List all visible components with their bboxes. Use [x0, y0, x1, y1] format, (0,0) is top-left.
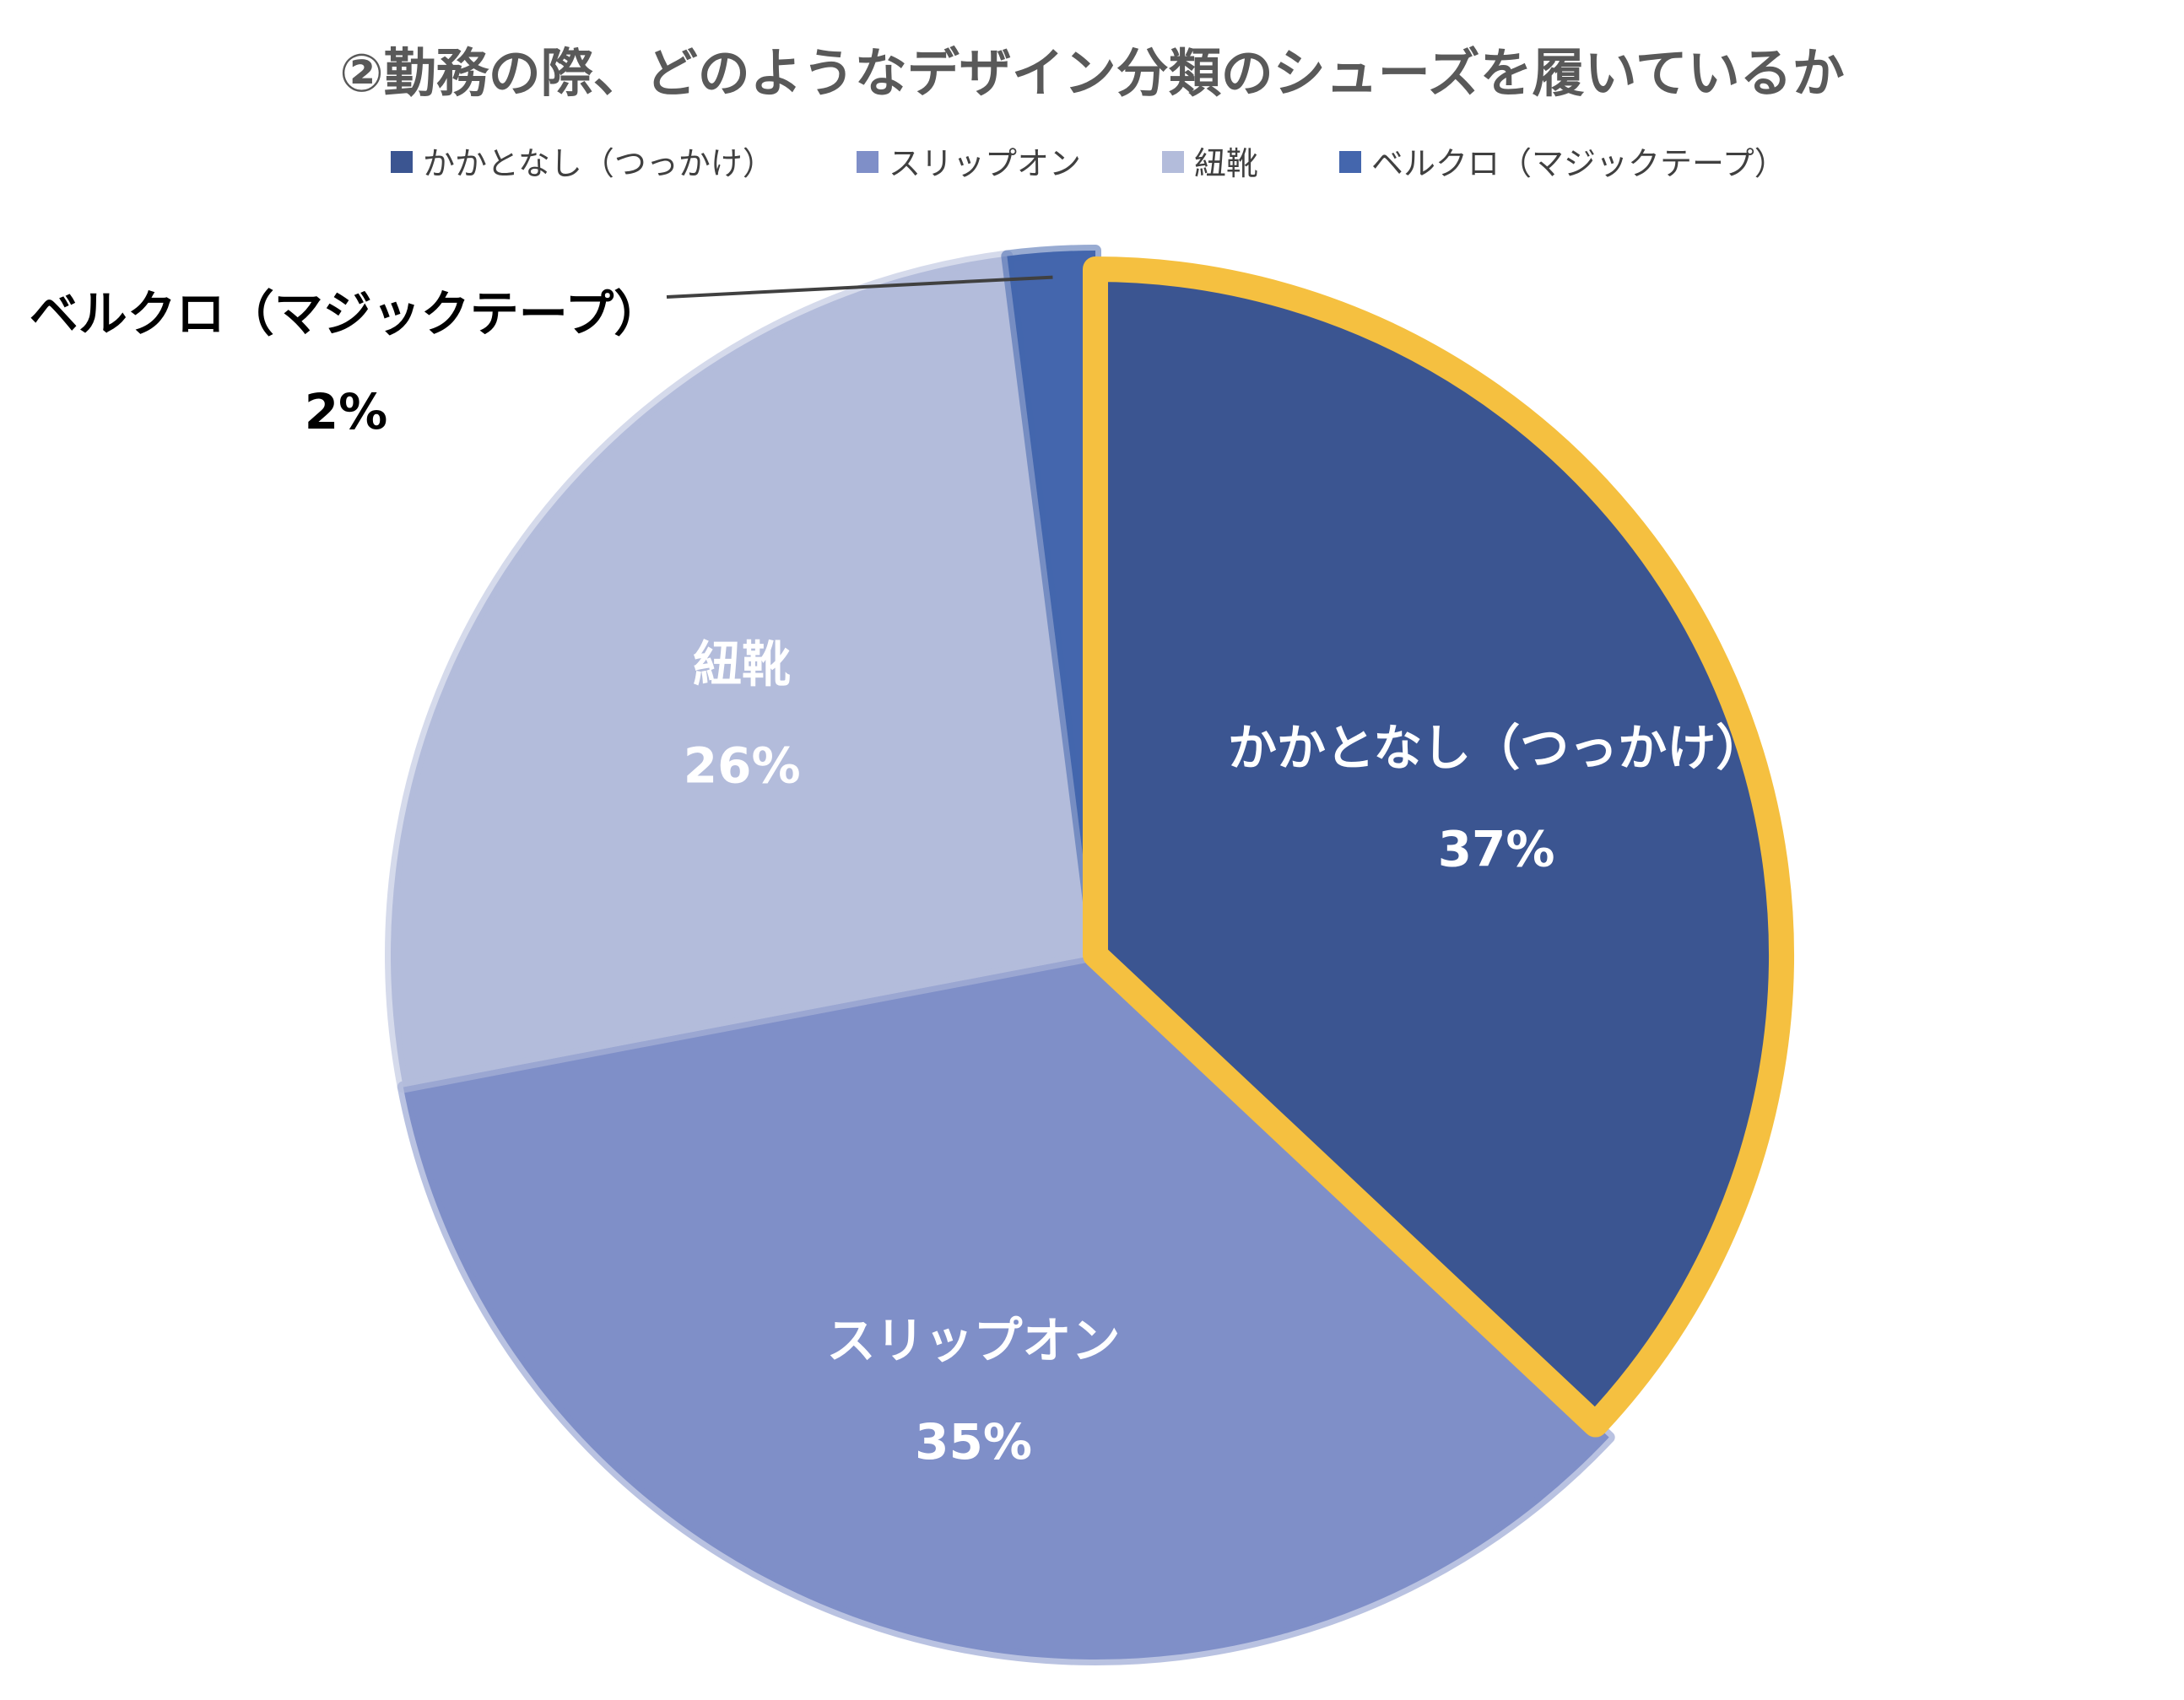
- legend-swatch: [1162, 151, 1184, 173]
- pie-slice-highlighted: [1083, 256, 1794, 1438]
- legend-label: スリップオン: [889, 145, 1081, 182]
- pie-slices: [385, 245, 1794, 1665]
- legend-label: ベルクロ（マジックテープ）: [1371, 145, 1787, 182]
- leader-line: [666, 275, 1053, 299]
- slice-category-label: かかとなし（つっかけ）: [1228, 719, 1765, 776]
- slice-value-label: 37%: [1438, 820, 1555, 877]
- legend-swatch: [857, 151, 878, 173]
- slice-value-label: 26%: [684, 737, 801, 795]
- pie-slice: [1001, 245, 1101, 961]
- legend-label: 紐靴: [1194, 145, 1258, 182]
- legend: かかとなし（つっかけ） スリップオン 紐靴 ベルクロ（マジックテープ）: [391, 145, 1787, 182]
- slice-category-label: 紐靴: [693, 636, 791, 693]
- legend-swatch: [1339, 151, 1361, 173]
- legend-label: かかとなし（つっかけ）: [423, 145, 775, 182]
- legend-swatch: [391, 151, 413, 173]
- pie-slice: [397, 949, 1615, 1665]
- chart-title: ②勤務の際、どのようなデザイン分類のシューズを履いているか: [339, 42, 1845, 104]
- slice-value-label: 35%: [915, 1413, 1032, 1471]
- slice-labels: かかとなし（つっかけ） 37% スリップオン 35% 紐靴 26% ベルクロ（マジックテープ…: [30, 275, 1765, 1471]
- slice-category-label: スリップオン: [827, 1312, 1121, 1369]
- slice-category-label: ベルクロ（マジックテープ）: [30, 285, 663, 343]
- slice-value-label: 2%: [305, 383, 387, 440]
- pie-slice: [385, 250, 1101, 1093]
